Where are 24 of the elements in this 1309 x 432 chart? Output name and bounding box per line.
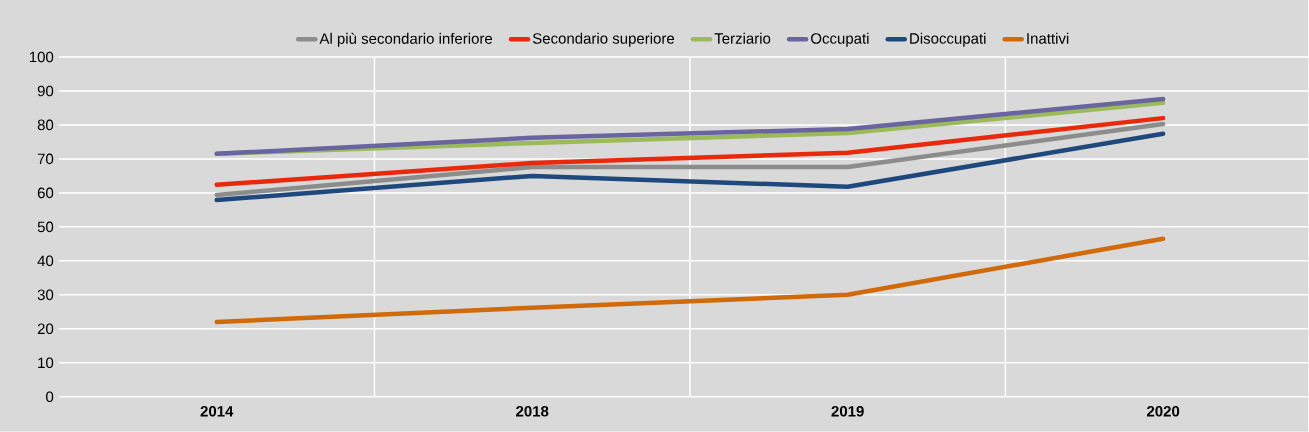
y-tick-label: 0 xyxy=(46,391,54,403)
x-tick-label: 2014 xyxy=(200,406,234,417)
y-tick-label: 60 xyxy=(37,187,54,199)
legend-label: Disoccupati xyxy=(910,32,986,47)
y-tick-label: 90 xyxy=(37,85,54,97)
legend-label: Inattivi xyxy=(1027,32,1069,44)
line-series xyxy=(214,131,1166,203)
legend-label: Al più secondario inferiore xyxy=(319,32,493,47)
y-tick-label: 20 xyxy=(37,323,54,335)
y-tick-label: 50 xyxy=(37,221,54,233)
x-tick-label: 2019 xyxy=(831,406,864,417)
legend-label: Occupati xyxy=(811,32,869,47)
legend-label: Terziario xyxy=(714,32,771,44)
x-tick-label: 2018 xyxy=(516,406,549,417)
line-series xyxy=(214,236,1166,325)
y-tick-label: 100 xyxy=(29,51,54,63)
line-series xyxy=(214,116,1166,188)
y-tick-label: 30 xyxy=(37,289,54,301)
y-tick-label: 10 xyxy=(38,357,54,369)
y-tick-label: 40 xyxy=(37,255,54,267)
x-tick-label: 2020 xyxy=(1146,406,1180,417)
legend-label: Secondario superiore xyxy=(532,32,675,47)
y-tick-label: 70 xyxy=(37,153,54,165)
y-tick-label: 80 xyxy=(37,119,54,131)
